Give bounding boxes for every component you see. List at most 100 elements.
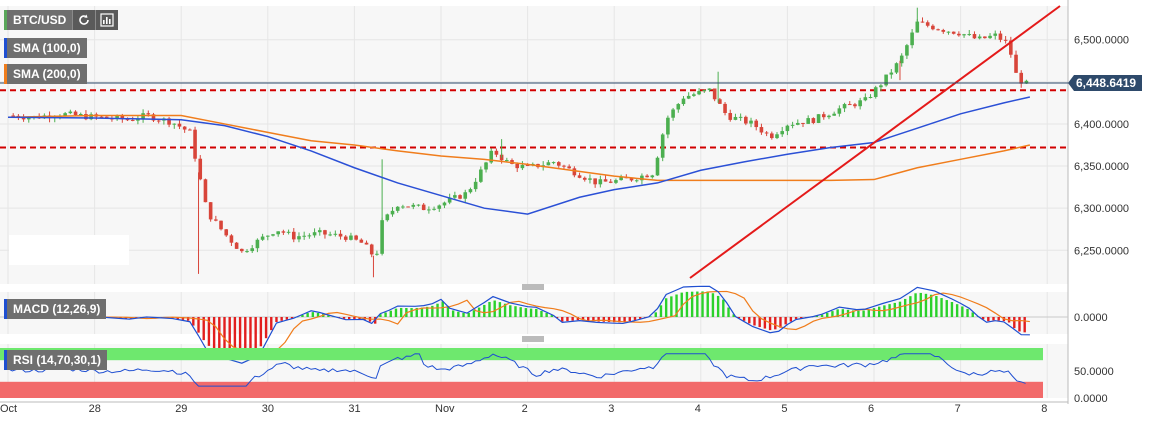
sma-series <box>7 96 1031 215</box>
sma200-legend[interactable]: SMA (200,0) <box>4 64 87 84</box>
rsi-panel <box>0 348 1043 398</box>
macd-histogram-bar <box>602 317 606 322</box>
macd-legend[interactable]: MACD (12,26,9) <box>4 299 107 319</box>
macd-histogram-bar <box>233 317 237 354</box>
rsi-legend[interactable]: RSI (14,70,30,1) <box>4 350 108 370</box>
candle-body <box>936 29 940 31</box>
candle-body <box>832 113 836 116</box>
x-tick-label: Nov <box>435 403 455 415</box>
macd-histogram-bar <box>592 317 595 322</box>
candle-body <box>26 117 31 120</box>
rsi-tick-label: 0.0000 <box>1074 393 1108 405</box>
candle-body <box>899 55 904 64</box>
candle-body <box>219 220 223 230</box>
macd-histogram-bar <box>742 317 746 321</box>
macd-histogram-bar <box>618 317 621 323</box>
macd-histogram-bar <box>462 312 465 317</box>
macd-histogram-bar <box>192 317 195 326</box>
candle-body <box>863 97 868 101</box>
candle-body <box>894 63 899 73</box>
macd-histogram-bar <box>664 298 668 317</box>
macd-histogram-bar <box>1023 317 1026 333</box>
candle-body <box>224 229 229 236</box>
candle-body <box>972 34 977 39</box>
macd-line <box>7 285 1030 364</box>
candle-body <box>915 21 920 33</box>
macd-histogram-bar <box>197 317 200 333</box>
macd-histogram-bar <box>924 293 928 317</box>
macd-histogram-bar <box>638 317 642 319</box>
macd-histogram-bar <box>654 312 657 317</box>
x-tick-label: 7 <box>955 403 961 415</box>
macd-histogram-bar <box>202 317 205 341</box>
macd-histogram-bar <box>607 317 611 322</box>
macd-histogram-bar <box>649 316 652 318</box>
candle-body <box>676 104 681 110</box>
sma100-legend[interactable]: SMA (100,0) <box>4 38 87 58</box>
macd-histogram-bar <box>659 305 663 317</box>
refresh-icon[interactable] <box>72 10 96 30</box>
macd-histogram-bar <box>306 313 309 317</box>
x-tick-label: 30 <box>262 403 274 415</box>
candle-body <box>198 158 203 180</box>
x-tick-label: 31 <box>348 403 360 415</box>
candle-body <box>645 175 649 178</box>
candle-body <box>312 232 317 236</box>
macd-histogram-bar <box>353 317 356 320</box>
macd-histogram-bar <box>249 317 252 353</box>
macd-histogram-bar <box>561 317 564 322</box>
macd-histogram-bar <box>628 317 631 322</box>
candle-body <box>603 179 608 182</box>
candle-body <box>156 120 161 122</box>
candle-body <box>234 242 239 249</box>
candle-body <box>323 230 327 235</box>
bar-chart-icon[interactable] <box>95 10 119 30</box>
candle-body <box>369 244 374 255</box>
candle-body <box>479 169 483 182</box>
candle-body <box>957 33 961 36</box>
macd-histogram-bar <box>774 317 777 330</box>
symbol-bar[interactable]: BTC/USD <box>4 10 119 30</box>
candle-body <box>188 129 192 131</box>
uptrend-line <box>689 5 1061 279</box>
candle-body <box>614 180 618 183</box>
macd-histogram-bar <box>1018 317 1021 332</box>
candle-body <box>328 234 332 236</box>
macd-histogram-bar <box>566 317 569 322</box>
macd-histogram-bar <box>690 291 694 317</box>
x-tick-label: 28 <box>89 403 101 415</box>
macd-histogram-bar <box>503 303 507 317</box>
candle-body <box>266 235 270 237</box>
macd-histogram-bar <box>753 317 756 326</box>
panel-resize-handles[interactable] <box>522 284 544 342</box>
candle-body <box>790 124 795 126</box>
candle-body <box>920 21 925 23</box>
symbol-label[interactable]: BTC/USD <box>13 13 67 27</box>
candle-body <box>182 126 187 130</box>
candle-body <box>89 114 93 120</box>
candle-body <box>946 31 951 33</box>
last-price-box <box>1068 74 1142 91</box>
candle-body <box>302 235 306 237</box>
candle-body <box>421 204 426 211</box>
candle-body <box>208 202 213 220</box>
candle-body <box>738 116 743 118</box>
candle-body <box>468 189 473 193</box>
macd-histogram-bar <box>670 296 673 317</box>
x-tick-label: Oct <box>0 403 17 415</box>
candle-body <box>245 251 249 253</box>
candle-body <box>250 248 255 252</box>
macd-histogram-bar <box>477 307 481 317</box>
macd-histogram-bar <box>342 317 346 319</box>
candle-body <box>962 34 966 36</box>
candle-body <box>827 115 831 118</box>
macd-histogram-bar <box>929 294 933 317</box>
macd-histogram-bar <box>519 307 522 317</box>
sma200-legend-label: SMA (200,0) <box>13 67 81 81</box>
candle-body <box>297 236 301 240</box>
candle-body <box>655 157 660 176</box>
candle-body <box>775 134 779 139</box>
candle-body <box>650 175 655 178</box>
macd-histogram-bar <box>961 306 964 317</box>
